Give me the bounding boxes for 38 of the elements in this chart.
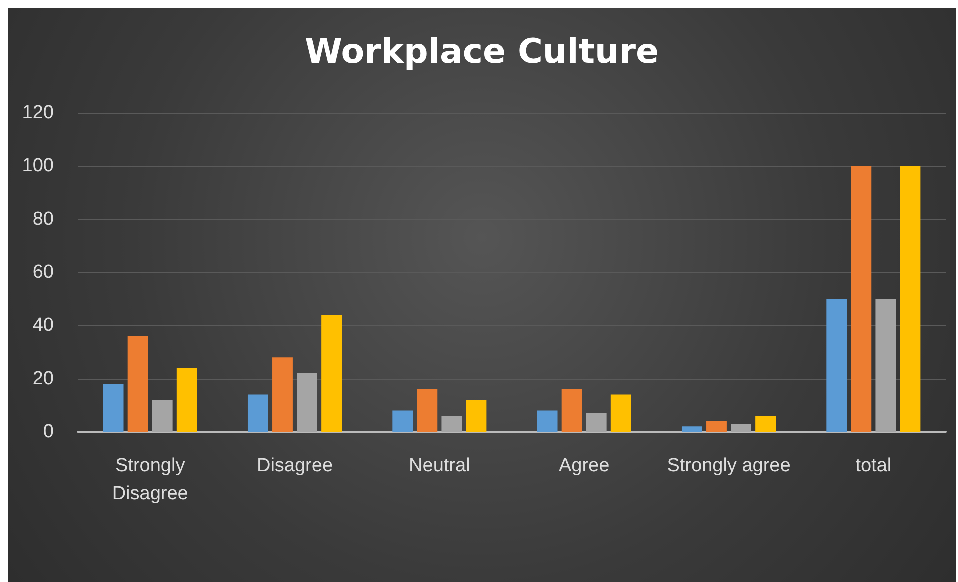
y-tick-label: 120 xyxy=(22,102,54,124)
bar xyxy=(297,374,318,432)
x-tick-label: total xyxy=(856,456,892,476)
bar xyxy=(442,416,462,432)
x-tick-label: Neutral xyxy=(409,456,470,476)
bar xyxy=(900,166,921,432)
chart-title: Workplace Culture xyxy=(304,32,660,72)
bar xyxy=(537,410,558,432)
x-tick-label: Strongly agree xyxy=(667,456,791,476)
bar xyxy=(851,166,872,432)
bar xyxy=(466,400,487,432)
bar xyxy=(682,426,702,432)
x-tick-label: Strongly Disagree xyxy=(112,456,188,504)
bar xyxy=(417,389,438,432)
y-tick-label: 80 xyxy=(32,208,54,230)
bar xyxy=(176,368,198,432)
bar xyxy=(152,400,173,432)
bar xyxy=(826,299,848,432)
bar xyxy=(610,394,632,432)
bar xyxy=(392,410,414,432)
y-tick-label: 60 xyxy=(32,262,54,283)
bar xyxy=(586,413,607,432)
bar xyxy=(562,389,582,432)
x-tick-label: Disagree xyxy=(256,456,334,476)
bar xyxy=(103,384,124,432)
y-tick-label: 0 xyxy=(43,422,54,442)
bar xyxy=(706,421,727,432)
y-tick-label: 100 xyxy=(22,156,54,177)
bar xyxy=(731,424,752,432)
y-tick-label: 20 xyxy=(32,368,54,390)
y-tick-label: 40 xyxy=(32,315,54,336)
bar xyxy=(128,336,148,432)
bar xyxy=(322,315,342,432)
bar xyxy=(248,394,268,432)
bar xyxy=(876,299,896,432)
bar xyxy=(756,416,776,432)
bar xyxy=(272,358,293,432)
x-tick-label: Agree xyxy=(558,456,610,476)
